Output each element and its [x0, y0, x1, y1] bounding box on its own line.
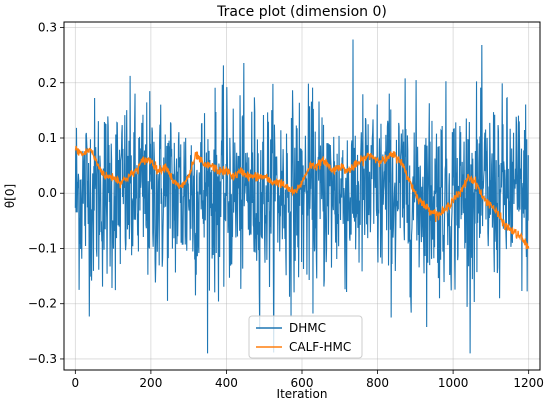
x-axis-label: Iteration: [277, 387, 328, 401]
x-tick-label: 800: [366, 376, 389, 390]
y-axis-label: θ[0]: [3, 184, 17, 208]
x-tick-label: 1000: [438, 376, 469, 390]
legend: DHMC CALF-HMC: [248, 315, 363, 359]
y-tick-label: 0.0: [38, 186, 57, 200]
y-tick-label: −0.3: [28, 352, 57, 366]
series-line-calf-hmc: [74, 145, 530, 250]
y-tick-label: 0.1: [38, 131, 57, 145]
y-tick-label: 0.2: [38, 76, 57, 90]
series-layer: [74, 39, 530, 354]
x-tick-label: 600: [291, 376, 314, 390]
x-tick-label: 1200: [513, 376, 544, 390]
legend-label-1: CALF-HMC: [289, 340, 351, 354]
legend-label-0: DHMC: [289, 321, 326, 335]
y-tick-label: −0.2: [28, 297, 57, 311]
x-tick-label: 200: [139, 376, 162, 390]
chart-title: Trace plot (dimension 0): [216, 4, 387, 20]
y-tick-label: 0.3: [38, 21, 57, 35]
x-tick-label: 400: [215, 376, 238, 390]
series-line-dhmc: [74, 39, 529, 354]
tick-layer: 0 200 400 600 800 1000 1200 −0.3 −0.2 −0.1 0.0 0.1 0…: [28, 21, 544, 390]
y-tick-label: −0.1: [28, 241, 57, 255]
x-tick-label: 0: [72, 376, 80, 390]
